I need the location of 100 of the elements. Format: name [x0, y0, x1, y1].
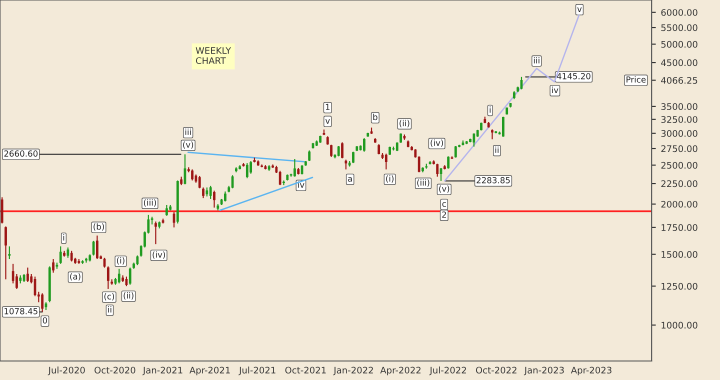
candlestick [337, 145, 340, 157]
x-tick-label: Apr-2023 [570, 366, 612, 376]
candlestick [250, 160, 252, 174]
annotation: 4145.20 [556, 73, 590, 80]
candlestick [16, 273, 18, 290]
annotation: (iv) [152, 251, 166, 259]
annotation: 2 [442, 211, 446, 218]
candlestick [344, 159, 348, 170]
candlestick [165, 204, 168, 216]
candlestick [136, 254, 139, 266]
annotation: iv [552, 86, 558, 93]
annotation: (v) [439, 185, 450, 193]
annotation: iv [298, 181, 304, 188]
candlestick [246, 162, 248, 179]
candlestick [294, 158, 296, 178]
candlestick [224, 190, 226, 202]
y-tick-label: 2500.00 [661, 162, 698, 169]
candlestick [231, 174, 234, 189]
y-tick-label: 4500.00 [661, 59, 698, 66]
candlestick [96, 235, 98, 260]
candlestick [330, 144, 332, 158]
x-tick-label: Apr-2022 [380, 366, 421, 376]
y-tick-label: 2000.00 [661, 200, 698, 208]
annotation: WEEKLY CHART [196, 47, 232, 64]
annotation: v [577, 7, 582, 12]
candlestick [472, 132, 476, 148]
y-tick-label: 5500.00 [661, 24, 698, 32]
candlestick [363, 137, 366, 152]
annotation: (iii) [144, 199, 156, 207]
y-tick-label: 1000.00 [662, 322, 698, 329]
candlestick [384, 153, 388, 170]
candlestick [8, 246, 11, 260]
annotation: Price [626, 76, 646, 83]
x-tick-label: Oct-2022 [476, 366, 516, 374]
candlestick [378, 144, 380, 155]
x-tick-label: Jul-2022 [429, 366, 466, 376]
annotation: 1 [326, 104, 330, 110]
candlestick [278, 170, 282, 186]
y-tick-label: 4066.25 [661, 76, 698, 84]
annotation: c [442, 202, 446, 207]
candlestick [213, 190, 216, 208]
x-tick-label: Jan-2021 [142, 366, 182, 376]
x-tick-label: Jul-2021 [238, 366, 276, 376]
annotation: 2660.60 [4, 150, 38, 157]
annotation: (i) [386, 175, 394, 183]
y-tick-label: 6000.00 [661, 9, 698, 16]
candlestick [26, 267, 29, 283]
annotation: (iv) [430, 139, 443, 147]
annotation: b [373, 114, 378, 120]
y-tick-label: 3000.00 [661, 130, 698, 137]
y-tick-label: 1750.00 [662, 224, 698, 231]
y-tick-label: 1250.00 [662, 282, 698, 290]
annotation: (b) [94, 223, 104, 231]
candlestick [66, 246, 70, 258]
candlestick [308, 150, 311, 162]
y-tick-label: 3500.00 [661, 103, 698, 110]
x-tick-label: Jan-2023 [524, 366, 564, 376]
annotation: 0 [42, 317, 48, 324]
candlestick [502, 116, 504, 138]
candlestick [352, 151, 354, 164]
y-tick-label: 1500.00 [662, 251, 698, 258]
x-tick-label: Jan-2022 [333, 366, 373, 376]
annotation: 2283.85 [476, 177, 510, 184]
candlestick [154, 220, 157, 245]
candlestick [59, 246, 62, 264]
annotation: (i) [117, 257, 124, 265]
annotation: i [490, 106, 491, 113]
annotation: (c) [104, 293, 114, 300]
annotation: (ii) [400, 120, 410, 128]
candlestick [491, 128, 494, 140]
candlestick [118, 268, 120, 284]
y-tick-label: 3250.00 [661, 116, 698, 123]
candlestick [440, 167, 442, 182]
candlestick [300, 164, 304, 176]
x-tick-label: Oct-2021 [285, 366, 326, 374]
candlestick [209, 185, 212, 200]
annotation: (ii) [124, 292, 134, 300]
annotation: ii [495, 146, 498, 153]
y-tick-label: 2750.00 [661, 145, 698, 152]
annotation: i [63, 234, 64, 241]
candlestick [106, 266, 110, 290]
candlestick [341, 142, 344, 159]
candlestick [92, 240, 95, 256]
candlestick [52, 258, 54, 274]
y-tick-label: 2250.00 [661, 180, 698, 188]
candlestick [191, 168, 194, 182]
candlestick [436, 163, 439, 178]
annotation: ii [108, 306, 112, 312]
x-tick-label: Apr-2021 [189, 366, 230, 376]
annotation: v [325, 119, 330, 124]
candlestick [0, 196, 4, 224]
candlestick [520, 76, 523, 90]
y-tick-label: 5000.00 [661, 40, 698, 48]
annotation: (a) [70, 273, 80, 281]
candlestick [70, 250, 73, 262]
annotation: iii [185, 128, 191, 135]
annotation: 1078.45 [4, 308, 38, 314]
annotation: iii [534, 56, 540, 64]
annotation: (v) [183, 141, 194, 149]
x-tick-label: Oct-2020 [94, 366, 136, 374]
